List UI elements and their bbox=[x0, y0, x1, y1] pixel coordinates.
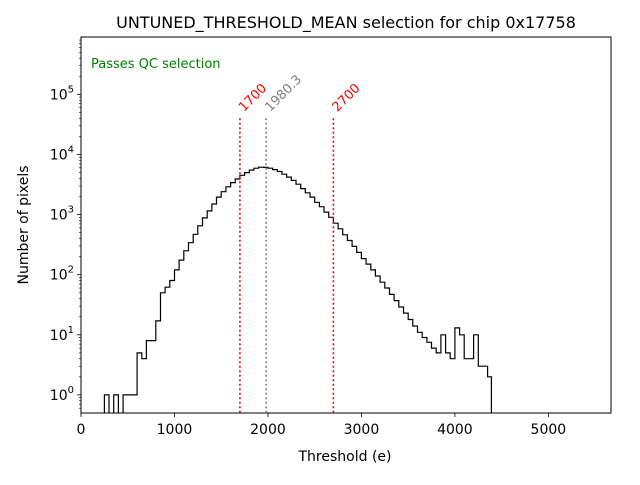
y-tick-label-exponent: 2 bbox=[68, 265, 74, 276]
y-tick-label: 100 bbox=[50, 385, 74, 404]
y-axis-label: Number of pixels bbox=[16, 165, 32, 284]
y-tick-label-exponent: 4 bbox=[68, 144, 74, 155]
x-tick-label: 0 bbox=[77, 422, 86, 438]
x-tick-label: 5000 bbox=[531, 422, 567, 438]
y-tick-label: 103 bbox=[50, 205, 74, 224]
y-tick-label-exponent: 5 bbox=[68, 84, 74, 95]
y-tick-label-base: 10 bbox=[50, 268, 68, 284]
x-axis-label: Threshold (e) bbox=[298, 449, 392, 465]
chart-title: UNTUNED_THRESHOLD_MEAN selection for chi… bbox=[116, 13, 576, 33]
y-tick-label-base: 10 bbox=[50, 388, 68, 404]
y-tick-label-exponent: 0 bbox=[68, 385, 74, 396]
y-tick-label: 102 bbox=[50, 265, 74, 284]
qc-annotation: Passes QC selection bbox=[91, 57, 221, 72]
y-tick-label-base: 10 bbox=[50, 328, 68, 344]
x-tick-label: 1000 bbox=[157, 422, 193, 438]
x-tick-label: 4000 bbox=[437, 422, 473, 438]
axes-frame bbox=[80, 36, 612, 414]
y-tick-label: 101 bbox=[50, 325, 74, 344]
y-tick-label: 104 bbox=[50, 144, 74, 163]
y-tick-label-base: 10 bbox=[50, 87, 68, 103]
y-tick-label-base: 10 bbox=[50, 208, 68, 224]
x-tick-label: 2000 bbox=[250, 422, 286, 438]
histogram-series bbox=[103, 166, 492, 413]
y-tick-label-base: 10 bbox=[50, 147, 68, 163]
y-tick-label-exponent: 1 bbox=[68, 325, 74, 336]
y-tick-label-exponent: 3 bbox=[68, 205, 74, 216]
x-tick-label: 3000 bbox=[344, 422, 380, 438]
y-tick-label: 105 bbox=[50, 84, 74, 103]
